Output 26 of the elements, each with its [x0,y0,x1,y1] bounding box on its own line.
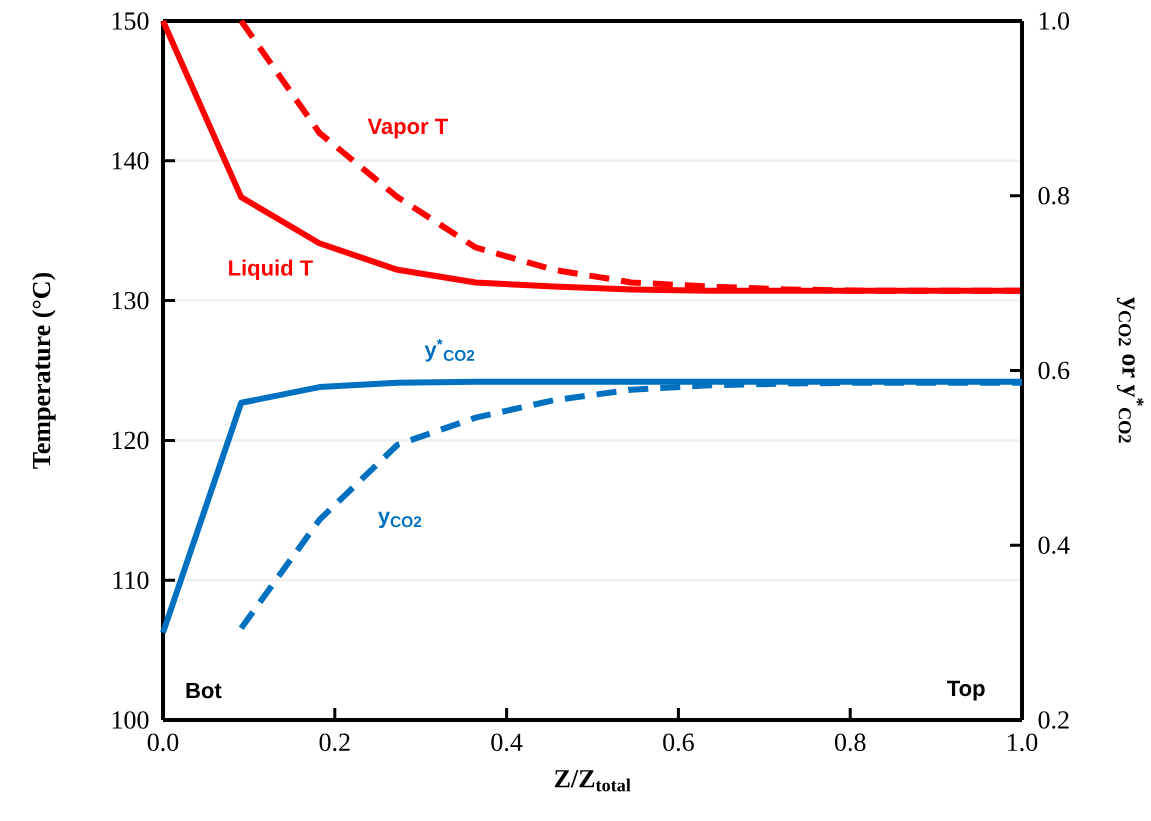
series-label: Liquid T [229,259,313,281]
series-label: Vapor T [367,118,448,139]
y2-tick-label: 0.2 [1038,711,1069,729]
annotation: Bot [186,682,222,699]
y-tick-label: 140 [112,152,149,170]
y2-tick-label: 0.4 [1038,536,1070,555]
x-tick-label: 0.4 [491,733,523,752]
y-axis-title: Temperature (°C) [32,272,56,469]
x-tick-label: 1.0 [1008,733,1038,752]
series-label: y$_{CO2}$ [378,511,422,528]
x-tick-label: 0.2 [319,733,350,752]
y2-tick-label: 0.8 [1038,186,1070,205]
y-tick-label: 130 [112,291,149,310]
x-tick-label: 0.0 [147,733,179,752]
series-label: y$^{*}$CO2 [424,339,475,362]
x-axis-title: Z/Z$_{total}$ [554,770,631,792]
x-tick-label: 0.6 [663,733,694,752]
y2-tick-label: 1.0 [1039,12,1070,30]
y-tick-label: 120 [112,431,149,450]
x-tick-label: 0.8 [834,733,866,752]
y-tick-label: 100 [112,711,149,729]
y2-tick-label: 0.6 [1038,361,1070,380]
annotation: Top [947,680,985,701]
y2-axis-title: y$_{CO2}$ or y$^{*}$CO2 [1116,297,1144,443]
y-tick-label: 110 [113,571,149,589]
y-tick-label: 150 [112,12,149,30]
